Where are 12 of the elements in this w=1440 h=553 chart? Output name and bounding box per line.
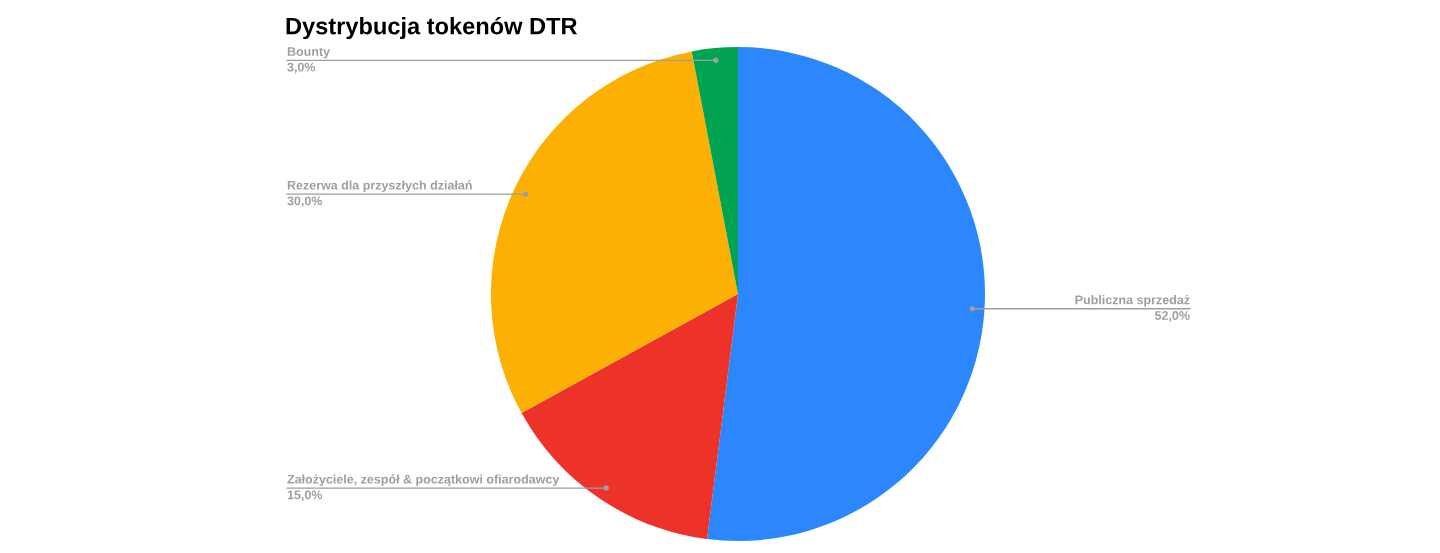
data-label: 15,0%	[287, 490, 323, 502]
data-label: 52,0%	[1154, 311, 1190, 322]
slice-label: Rezerwa dla przyszłych działań	[287, 180, 472, 193]
data-label: 30,0%	[287, 196, 323, 208]
slice-label: Publiczna sprzedaż	[1075, 295, 1190, 307]
data-label: 3,0%	[287, 62, 316, 74]
slice-label: Założyciele, zespół & początkowi ofiarodawcy	[287, 474, 560, 487]
slice-label: Bounty	[287, 47, 330, 59]
pie-slice	[491, 51, 738, 413]
chart-title: Dystrybucja tokenów DTR	[286, 16, 578, 40]
pie-slice	[707, 47, 985, 541]
pie-slice	[691, 47, 738, 294]
